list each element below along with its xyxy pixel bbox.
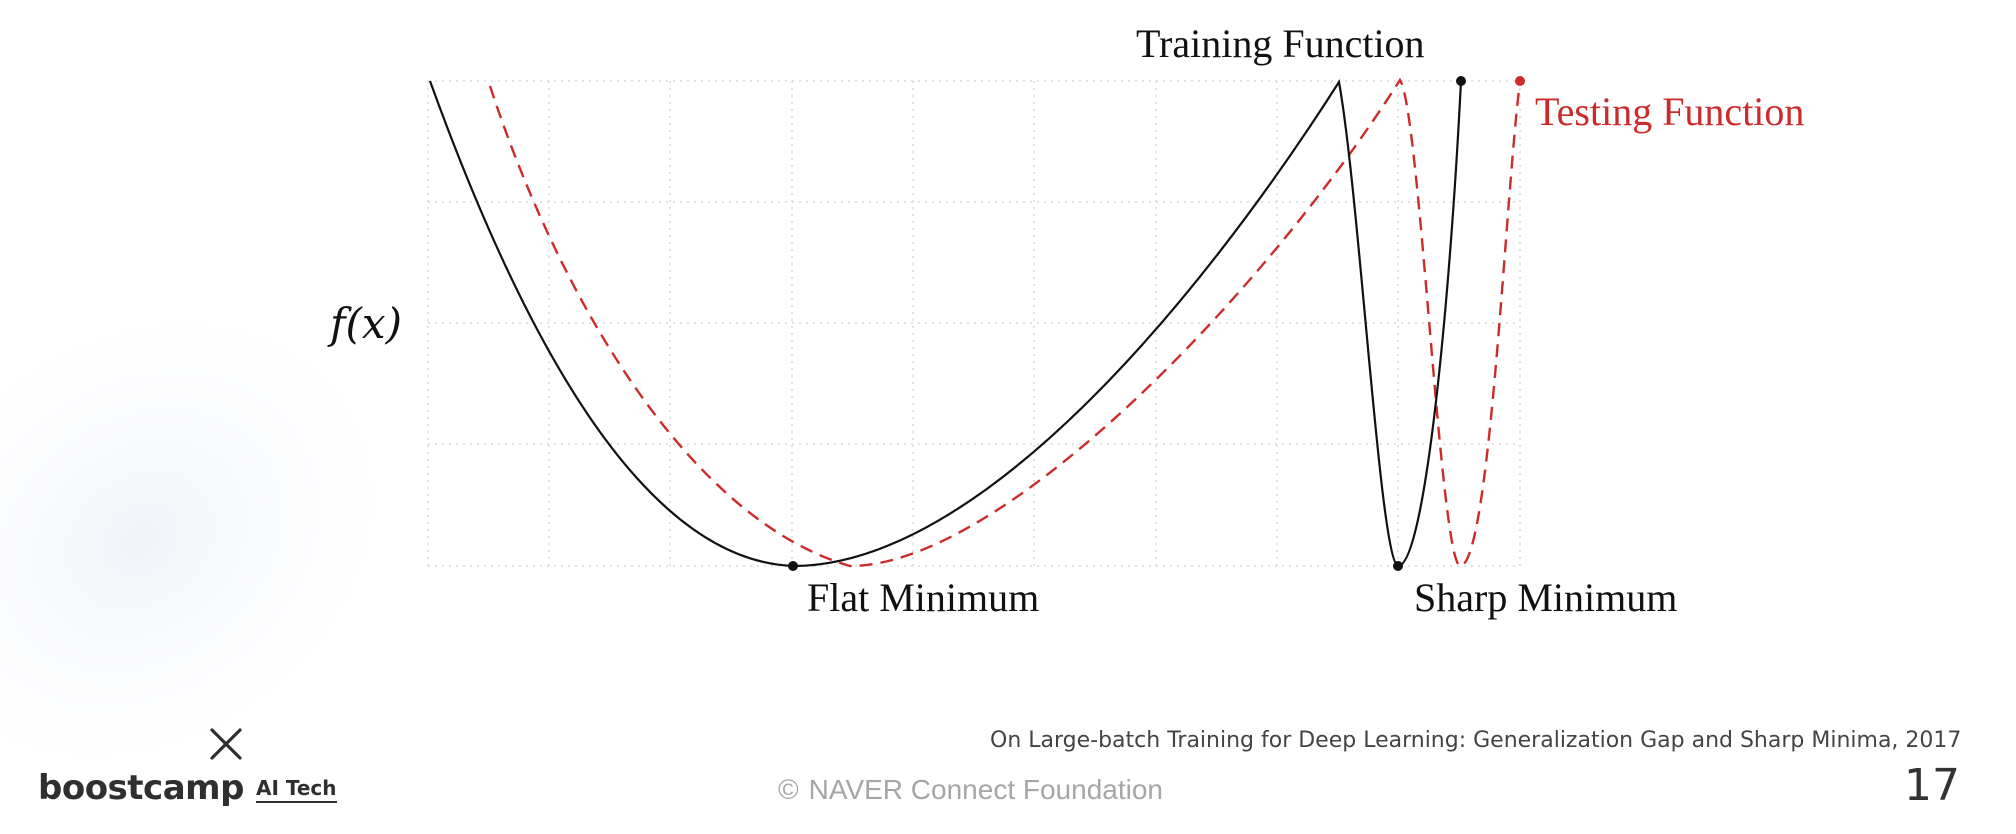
boostcamp-logo: boostcamp AI Tech — [38, 726, 358, 816]
page-number: 17 — [1904, 760, 1960, 811]
training-end-point — [1456, 76, 1466, 86]
logo-wordmark: boostcamp — [38, 768, 244, 808]
testing-end-point — [1515, 76, 1525, 86]
x-mark-icon — [210, 728, 242, 760]
organization-name: NAVER Connect Foundation — [808, 774, 1163, 805]
plot-grid — [427, 80, 1521, 567]
footer-copyright: © NAVER Connect Foundation — [778, 774, 1163, 806]
testing-function-label: Testing Function — [1535, 89, 1804, 134]
y-axis-label: f(x) — [327, 299, 402, 348]
flat-minimum-point — [788, 561, 798, 571]
flat-minimum-label: Flat Minimum — [807, 575, 1039, 620]
sharp-minimum-label: Sharp Minimum — [1414, 575, 1677, 620]
copyright-symbol: © — [778, 774, 799, 805]
training-function-curve — [428, 79, 1463, 568]
training-function-label: Training Function — [1136, 21, 1425, 66]
citation-text: On Large-batch Training for Deep Learnin… — [990, 728, 1962, 753]
testing-function-curve — [488, 77, 1522, 568]
logo-subtitle: AI Tech — [256, 776, 337, 803]
sharp-minimum-point — [1393, 561, 1403, 571]
